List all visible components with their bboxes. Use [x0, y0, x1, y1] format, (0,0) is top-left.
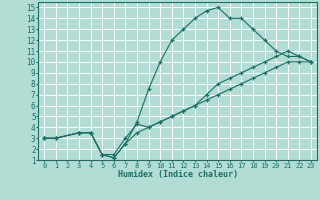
X-axis label: Humidex (Indice chaleur): Humidex (Indice chaleur) — [118, 170, 238, 179]
